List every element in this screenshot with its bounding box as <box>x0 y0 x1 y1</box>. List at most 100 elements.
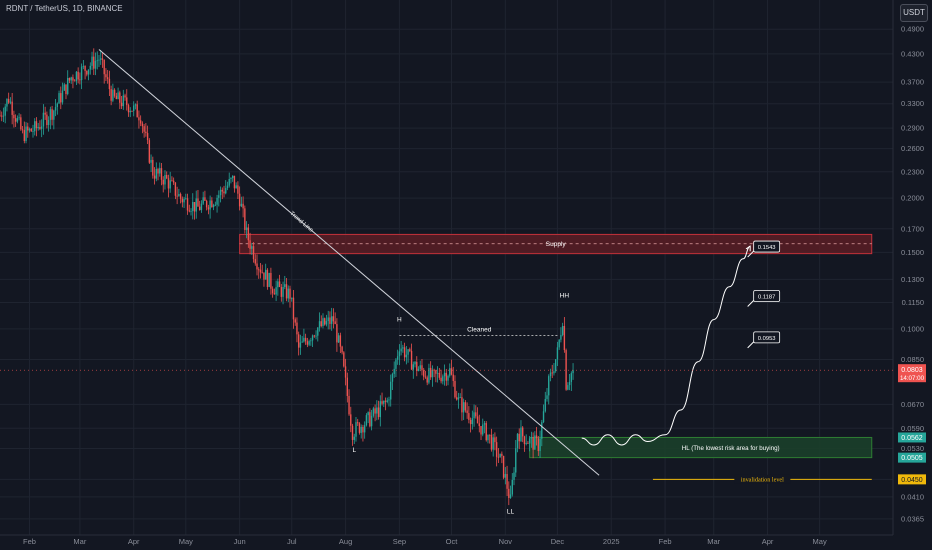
candle-body[interactable] <box>254 259 256 264</box>
candle[interactable] <box>164 170 166 190</box>
candle-body[interactable] <box>508 488 510 498</box>
candle-body[interactable] <box>119 92 121 103</box>
candle-body[interactable] <box>480 426 482 435</box>
candle-body[interactable] <box>383 400 385 404</box>
candle[interactable] <box>400 340 402 356</box>
candle-body[interactable] <box>176 195 178 197</box>
candle[interactable] <box>226 181 229 191</box>
candle-body[interactable] <box>160 168 163 180</box>
candle[interactable] <box>152 156 154 179</box>
candle[interactable] <box>138 110 140 129</box>
candle-body[interactable] <box>445 372 447 381</box>
candle[interactable] <box>407 348 409 363</box>
candle-body[interactable] <box>353 436 355 440</box>
candle-body[interactable] <box>195 198 197 212</box>
candle[interactable] <box>324 317 326 326</box>
candle-body[interactable] <box>67 78 69 94</box>
candle-body[interactable] <box>495 442 498 457</box>
candle[interactable] <box>325 314 328 327</box>
candle-body[interactable] <box>278 281 281 288</box>
candle-body[interactable] <box>190 210 192 212</box>
candle-body[interactable] <box>14 118 17 122</box>
candle-body[interactable] <box>304 337 307 342</box>
candle[interactable] <box>426 375 428 386</box>
candle[interactable] <box>459 393 461 399</box>
candle-body[interactable] <box>560 334 562 340</box>
candle-body[interactable] <box>553 371 555 374</box>
candle-body[interactable] <box>209 200 211 210</box>
candle[interactable] <box>214 201 217 207</box>
candle[interactable] <box>178 188 180 197</box>
candle-body[interactable] <box>98 59 100 61</box>
candle[interactable] <box>141 121 144 134</box>
candle[interactable] <box>542 404 545 424</box>
candle-body[interactable] <box>551 372 553 374</box>
candle-body[interactable] <box>369 412 371 427</box>
candle-body[interactable] <box>447 375 449 381</box>
candle[interactable] <box>150 154 152 173</box>
candle-body[interactable] <box>365 415 368 426</box>
candle[interactable] <box>160 162 163 186</box>
candle[interactable] <box>285 277 288 302</box>
candle-body[interactable] <box>466 410 468 414</box>
candle-body[interactable] <box>264 269 267 280</box>
candle[interactable] <box>310 337 312 346</box>
candle[interactable] <box>485 421 487 442</box>
candle-body[interactable] <box>61 90 64 103</box>
candle[interactable] <box>360 424 362 439</box>
candle[interactable] <box>346 372 349 403</box>
candle-body[interactable] <box>30 128 32 132</box>
candle[interactable] <box>381 392 383 406</box>
candle[interactable] <box>419 360 421 372</box>
candle[interactable] <box>155 162 157 182</box>
candle[interactable] <box>9 97 12 105</box>
price-tag[interactable] <box>898 452 926 463</box>
candle[interactable] <box>204 190 206 201</box>
candle[interactable] <box>311 334 314 348</box>
candle-body[interactable] <box>122 95 124 107</box>
candle-body[interactable] <box>39 127 41 129</box>
candle-body[interactable] <box>291 297 293 299</box>
candle-body[interactable] <box>60 93 62 103</box>
candle[interactable] <box>44 106 46 120</box>
candle-body[interactable] <box>417 368 420 371</box>
candle[interactable] <box>219 186 222 203</box>
candle-body[interactable] <box>296 322 298 335</box>
candle[interactable] <box>563 317 566 353</box>
candle-body[interactable] <box>294 319 296 323</box>
candle-body[interactable] <box>159 168 161 174</box>
candle-body[interactable] <box>93 56 95 69</box>
candle[interactable] <box>520 420 522 442</box>
candle[interactable] <box>103 59 105 84</box>
candle-body[interactable] <box>4 106 6 116</box>
symbol-title[interactable]: RDNT / TetherUS, 1D, BINANCE <box>6 4 123 13</box>
candle-body[interactable] <box>202 197 204 204</box>
candle[interactable] <box>278 274 281 288</box>
candle[interactable] <box>148 138 151 165</box>
candle[interactable] <box>494 432 496 451</box>
candle[interactable] <box>249 232 251 255</box>
candle[interactable] <box>476 407 479 424</box>
candle[interactable] <box>482 418 484 437</box>
candle-body[interactable] <box>459 397 461 398</box>
candle[interactable] <box>379 395 382 427</box>
candle-body[interactable] <box>324 318 326 325</box>
candle[interactable] <box>16 115 19 124</box>
candle-body[interactable] <box>449 368 451 376</box>
candle[interactable] <box>4 103 6 124</box>
candle[interactable] <box>393 361 395 378</box>
candle-body[interactable] <box>520 427 522 442</box>
candle-body[interactable] <box>322 318 324 327</box>
target-label[interactable]: 0.0953 <box>758 336 776 342</box>
candle-body[interactable] <box>105 74 107 78</box>
candle[interactable] <box>558 339 560 350</box>
candle[interactable] <box>131 110 133 112</box>
candle-body[interactable] <box>256 263 258 270</box>
candle[interactable] <box>337 332 340 343</box>
candle-body[interactable] <box>263 272 265 280</box>
candle[interactable] <box>117 87 119 100</box>
candle-body[interactable] <box>73 80 76 82</box>
candle[interactable] <box>242 196 244 218</box>
candle[interactable] <box>424 370 427 379</box>
